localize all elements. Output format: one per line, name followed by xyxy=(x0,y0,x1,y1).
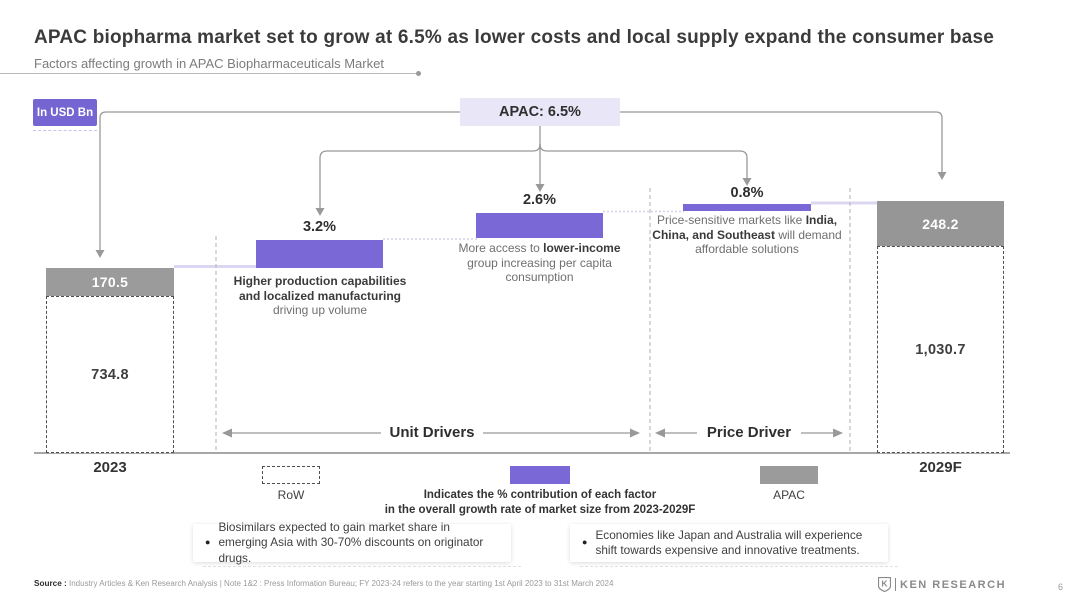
factor-3-description: Price-sensitive markets like India, Chin… xyxy=(652,213,842,257)
factor-3-bar xyxy=(683,204,811,211)
legend-swatch-contribution xyxy=(510,466,570,484)
brand-divider xyxy=(895,578,896,591)
brand-name: KEN RESEARCH xyxy=(900,578,1007,591)
subtitle-rule xyxy=(0,73,418,74)
bar-2029-row: 1,030.7 xyxy=(877,246,1004,453)
factor-2-pct: 2.6% xyxy=(522,192,557,208)
legend-swatch-apac xyxy=(760,466,818,484)
factor-2-description: More access to lower-income group increa… xyxy=(458,241,621,285)
page-number: 6 xyxy=(1058,582,1064,592)
factor-2-bar xyxy=(476,213,603,238)
bar-2029-apac: 248.2 xyxy=(877,201,1004,246)
legend-caption-line1: Indicates the % contribution of each fac… xyxy=(423,489,657,501)
callout-economies-text: Economies like Japan and Australia will … xyxy=(595,527,863,557)
page-subtitle: Factors affecting growth in APAC Biophar… xyxy=(34,56,384,71)
bar-2023-apac: 170.5 xyxy=(46,268,174,296)
source-label: Source : xyxy=(34,579,67,588)
legend-caption: Indicates the % contribution of each fac… xyxy=(350,488,730,518)
factor-3-pct: 0.8% xyxy=(730,185,764,201)
callout-biosimilars: ● Biosimilars expected to gain market sh… xyxy=(193,520,521,567)
legend-caption-line2: in the overall growth rate of market siz… xyxy=(384,503,696,516)
callout-economies: ● Economies like Japan and Australia wil… xyxy=(570,524,898,567)
callout-biosimilars-text: Biosimilars expected to gain market shar… xyxy=(218,520,484,565)
legend-swatch-row xyxy=(262,466,320,484)
legend-label-apac: APAC xyxy=(773,488,805,502)
legend-label-row: RoW xyxy=(277,488,305,502)
factor-1-pct: 3.2% xyxy=(302,219,337,235)
axis-label-2029f: 2029F xyxy=(919,459,962,476)
unit-badge-underline xyxy=(33,130,97,131)
bullet-icon: ● xyxy=(582,537,588,548)
bar-2023-row: 734.8 xyxy=(46,296,174,453)
unit-drivers-label: Unit Drivers xyxy=(381,424,483,441)
page-title: APAC biopharma market set to grow at 6.5… xyxy=(34,27,995,48)
source-text: Industry Articles & Ken Research Analysi… xyxy=(69,579,614,588)
ken-research-shield-icon: K xyxy=(878,577,891,592)
price-driver-label: Price Driver xyxy=(697,424,801,441)
factor-1-description: Higher production capabilities and local… xyxy=(233,274,407,318)
svg-text:K: K xyxy=(881,579,888,589)
apac-cagr-box: APAC: 6.5% xyxy=(460,98,620,126)
subtitle-rule-dot xyxy=(416,71,421,76)
axis-label-2023: 2023 xyxy=(93,459,127,476)
source-note: Source : Industry Articles & Ken Researc… xyxy=(34,579,613,588)
factor-1-bar xyxy=(256,240,383,268)
brand-logo: K KEN RESEARCH xyxy=(878,577,1006,592)
bullet-icon: ● xyxy=(205,537,211,548)
unit-badge: In USD Bn xyxy=(33,99,97,126)
